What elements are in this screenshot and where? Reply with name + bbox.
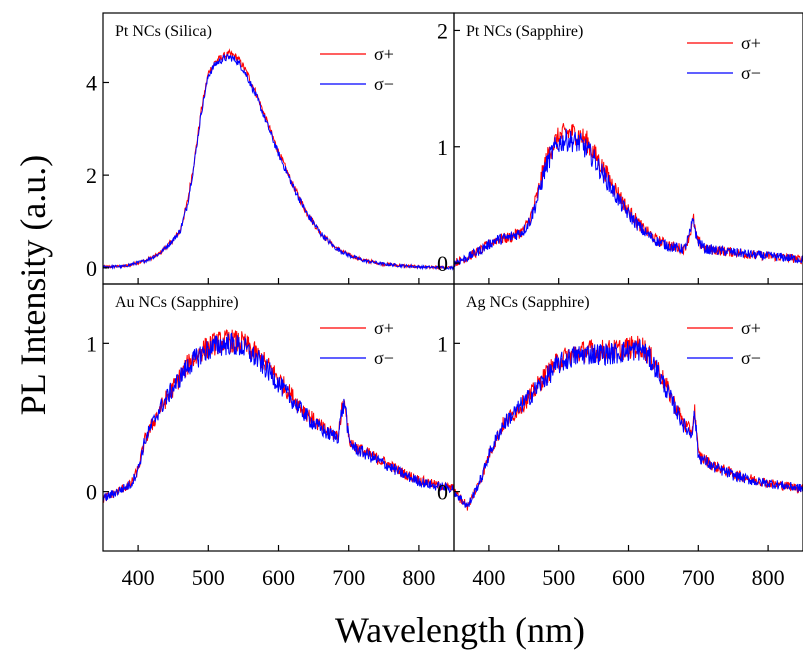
x-tick-label: 400 <box>472 565 505 590</box>
y-tick-label: 0 <box>437 251 448 276</box>
y-axis-title: PL Intensity (a.u.) <box>13 155 53 416</box>
x-tick-label: 500 <box>542 565 575 590</box>
legend-label: σ− <box>374 74 394 94</box>
panel-au-ncs-sapphire: 0 1 400 500 600 700 800 Au NCs (Sapphire) σ+ σ− <box>86 283 455 590</box>
series-group <box>103 48 454 271</box>
x-tick-label: 700 <box>332 565 365 590</box>
series-line-sigma-minus <box>454 339 803 508</box>
series-line-sigma-minus <box>103 332 454 503</box>
x-tick-label: 700 <box>682 565 715 590</box>
x-tick-label: 600 <box>262 565 295 590</box>
x-tick-label: 500 <box>192 565 225 590</box>
y-tick-label: 1 <box>86 331 97 356</box>
legend-label: σ− <box>741 348 761 368</box>
plot-frame <box>102 12 455 285</box>
y-tick-label: 0 <box>86 480 97 505</box>
series-line-sigma-plus <box>454 123 803 267</box>
panel-title: Au NCs (Sapphire) <box>115 294 239 311</box>
series-group <box>454 123 803 267</box>
panel-ag-ncs-sapphire: 0 1 400 500 600 700 800 Ag NCs (Sapphire) σ+ σ− <box>437 283 803 590</box>
x-axis-title: Wavelength (nm) <box>335 610 585 650</box>
x-tick-label: 800 <box>752 565 785 590</box>
legend-label: σ+ <box>741 318 761 338</box>
legend-label: σ− <box>741 63 761 83</box>
y-tick-label: 2 <box>437 18 448 43</box>
series-group <box>103 329 454 503</box>
panel-pt-ncs-sapphire: 0 1 2 Pt NCs (Sapphire) σ+ σ− <box>437 12 803 285</box>
series-line-sigma-plus <box>103 48 454 271</box>
y-tick-label: 0 <box>86 256 97 281</box>
legend-label: σ+ <box>374 318 394 338</box>
legend-label: σ+ <box>741 33 761 53</box>
series-group <box>454 335 803 511</box>
x-tick-label: 800 <box>402 565 435 590</box>
legend-label: σ− <box>374 348 394 368</box>
panel-title: Ag NCs (Sapphire) <box>466 294 590 311</box>
x-tick-label: 600 <box>612 565 645 590</box>
y-tick-label: 4 <box>86 70 97 95</box>
panel-title: Pt NCs (Sapphire) <box>466 23 583 40</box>
legend-label: σ+ <box>374 44 394 64</box>
plot-frame <box>453 12 803 285</box>
chart-panels: 0 2 4 Pt NCs (Silica) σ+ σ− 0 1 2 Pt NCs (Sapphir… <box>86 12 803 590</box>
panel-pt-ncs-silica: 0 2 4 Pt NCs (Silica) σ+ σ− <box>86 12 455 285</box>
series-line-sigma-minus <box>103 53 454 271</box>
y-tick-label: 1 <box>437 331 448 356</box>
panel-title: Pt NCs (Silica) <box>115 23 212 40</box>
series-line-sigma-minus <box>454 128 803 267</box>
y-tick-label: 2 <box>86 163 97 188</box>
x-tick-label: 400 <box>122 565 155 590</box>
y-tick-label: 0 <box>437 480 448 505</box>
y-tick-label: 1 <box>437 135 448 160</box>
